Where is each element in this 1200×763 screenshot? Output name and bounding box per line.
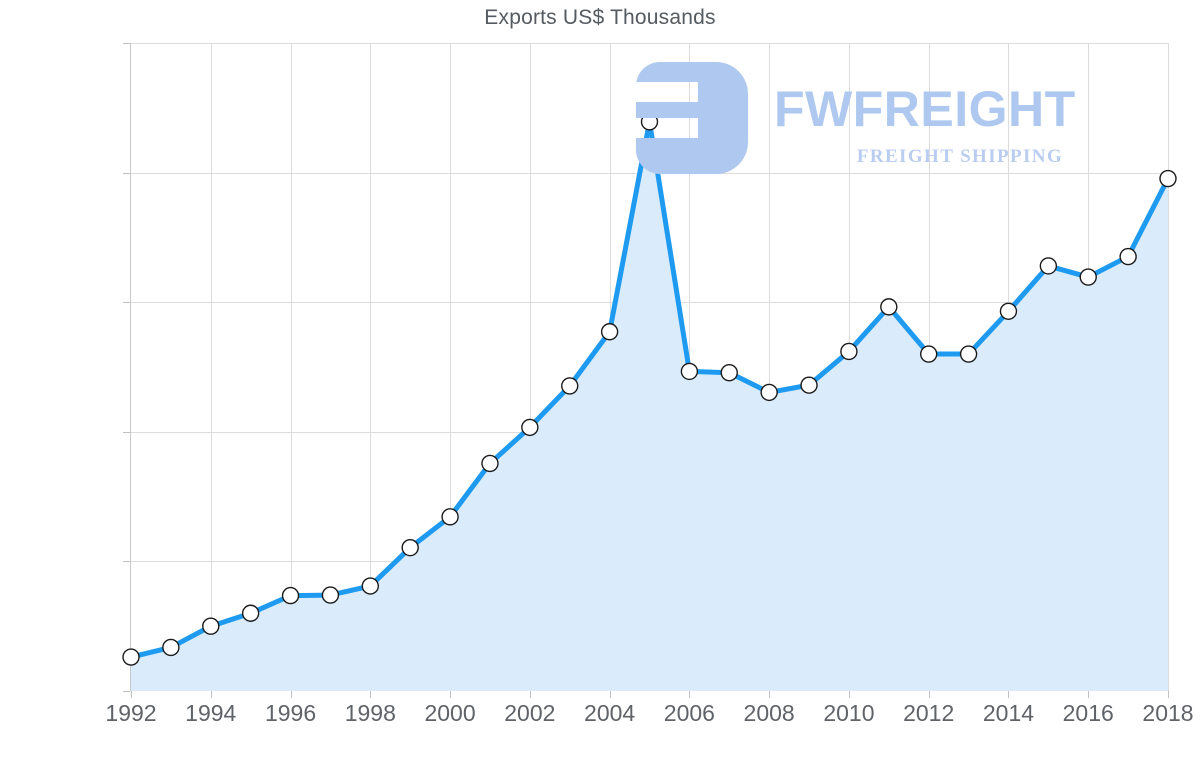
data-point-marker[interactable] bbox=[1119, 247, 1137, 266]
gridline-vertical bbox=[370, 43, 372, 691]
data-point-marker[interactable] bbox=[680, 362, 699, 381]
data-point-marker[interactable] bbox=[880, 298, 898, 316]
y-tick-mark bbox=[123, 172, 130, 174]
data-point-marker[interactable] bbox=[840, 342, 858, 361]
x-tick-mark bbox=[131, 691, 132, 698]
gridline-horizontal bbox=[131, 43, 1168, 44]
gridline-vertical bbox=[450, 43, 452, 691]
x-tick-label: 1992 bbox=[105, 700, 157, 726]
plot-area bbox=[122, 43, 1177, 692]
data-point-marker[interactable] bbox=[481, 454, 499, 473]
y-tick-mark bbox=[123, 43, 130, 44]
x-tick-mark bbox=[529, 691, 531, 698]
data-point-marker[interactable] bbox=[760, 383, 778, 402]
x-tick-mark bbox=[1168, 691, 1169, 698]
data-point-marker[interactable] bbox=[321, 586, 340, 604]
exports-series bbox=[122, 113, 1177, 692]
data-point-marker[interactable] bbox=[561, 377, 579, 395]
data-point-marker[interactable] bbox=[122, 648, 140, 666]
x-tick-mark bbox=[848, 691, 850, 698]
gridline-vertical bbox=[290, 43, 292, 691]
gridline-vertical bbox=[1168, 43, 1169, 691]
x-tick-label: 1994 bbox=[185, 700, 237, 726]
y-tick-mark bbox=[123, 561, 130, 563]
data-point-marker[interactable] bbox=[1159, 169, 1177, 188]
data-point-marker[interactable] bbox=[600, 323, 619, 341]
x-tick-label: 2010 bbox=[823, 700, 875, 726]
x-tick-label: 2002 bbox=[504, 700, 556, 726]
data-point-marker[interactable] bbox=[999, 302, 1018, 320]
data-point-marker[interactable] bbox=[919, 345, 938, 363]
x-tick-label: 2004 bbox=[584, 700, 636, 726]
x-tick-label: 2018 bbox=[1142, 700, 1194, 726]
x-tick-mark bbox=[290, 691, 292, 698]
x-tick-label: 2012 bbox=[903, 700, 955, 726]
x-axis-labels: 1992 1994 1996 1998 2000 2002 2004 2006 2008 2010… bbox=[0, 700, 1200, 750]
data-point-marker[interactable] bbox=[640, 113, 659, 131]
data-point-marker[interactable] bbox=[241, 604, 260, 622]
data-point-marker[interactable] bbox=[959, 345, 978, 363]
data-point-marker[interactable] bbox=[720, 364, 738, 382]
chart-title: Exports US$ Thousands bbox=[484, 6, 716, 29]
x-tick-label: 2006 bbox=[663, 700, 715, 726]
data-point-marker[interactable] bbox=[281, 586, 300, 605]
x-tick-label: 2000 bbox=[424, 700, 476, 726]
x-tick-mark bbox=[928, 691, 930, 698]
x-tick-mark bbox=[1008, 691, 1010, 698]
x-tick-label: 2016 bbox=[1062, 700, 1114, 726]
series-markers bbox=[122, 113, 1177, 666]
data-point-marker[interactable] bbox=[1079, 268, 1097, 286]
y-tick-mark bbox=[123, 691, 130, 692]
y-tick-mark bbox=[123, 431, 130, 433]
x-tick-mark bbox=[1088, 691, 1090, 698]
x-tick-label: 2008 bbox=[743, 700, 795, 726]
data-point-marker[interactable] bbox=[361, 577, 380, 595]
x-tick-label: 2014 bbox=[982, 700, 1035, 726]
data-point-marker[interactable] bbox=[1039, 257, 1058, 275]
x-tick-mark bbox=[769, 691, 771, 698]
data-point-marker[interactable] bbox=[202, 617, 220, 635]
x-tick-mark bbox=[609, 691, 611, 698]
y-tick-mark bbox=[123, 302, 130, 304]
data-point-marker[interactable] bbox=[401, 538, 419, 557]
x-tick-mark bbox=[210, 691, 212, 698]
gridline-vertical bbox=[529, 43, 531, 691]
gridline-vertical bbox=[769, 43, 771, 691]
x-tick-mark bbox=[450, 691, 452, 698]
y-axis-line bbox=[130, 43, 131, 691]
series-area-fill bbox=[131, 121, 1168, 692]
x-tick-mark bbox=[370, 691, 372, 698]
data-point-marker[interactable] bbox=[162, 638, 180, 657]
data-point-marker[interactable] bbox=[441, 508, 459, 526]
gridline-vertical bbox=[210, 43, 212, 691]
data-point-marker[interactable] bbox=[800, 376, 818, 394]
x-tick-mark bbox=[689, 691, 691, 698]
data-point-marker[interactable] bbox=[521, 418, 539, 437]
x-tick-label: 1996 bbox=[264, 700, 317, 726]
x-tick-label: 1998 bbox=[344, 700, 396, 726]
